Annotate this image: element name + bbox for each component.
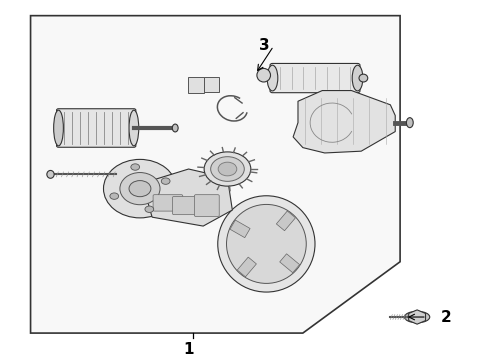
Text: 2: 2 xyxy=(440,310,450,324)
Text: 1: 1 xyxy=(183,342,193,357)
Ellipse shape xyxy=(406,118,412,128)
FancyBboxPatch shape xyxy=(269,63,359,93)
FancyBboxPatch shape xyxy=(153,195,183,211)
Ellipse shape xyxy=(47,170,54,178)
Circle shape xyxy=(203,152,250,186)
Ellipse shape xyxy=(226,204,305,283)
Polygon shape xyxy=(408,310,425,324)
Ellipse shape xyxy=(129,110,139,146)
Ellipse shape xyxy=(54,110,63,146)
Polygon shape xyxy=(279,254,299,273)
Ellipse shape xyxy=(266,65,277,91)
Polygon shape xyxy=(237,257,256,277)
Text: 3: 3 xyxy=(258,39,269,54)
Circle shape xyxy=(131,164,139,170)
Ellipse shape xyxy=(172,124,178,132)
FancyBboxPatch shape xyxy=(194,195,219,216)
FancyBboxPatch shape xyxy=(203,77,218,92)
Ellipse shape xyxy=(351,65,362,91)
Ellipse shape xyxy=(358,74,367,82)
Polygon shape xyxy=(292,91,394,153)
Ellipse shape xyxy=(120,172,160,205)
Ellipse shape xyxy=(217,196,314,292)
Circle shape xyxy=(218,162,236,176)
FancyBboxPatch shape xyxy=(188,77,203,93)
Ellipse shape xyxy=(103,159,176,218)
Circle shape xyxy=(210,157,244,181)
Circle shape xyxy=(144,206,153,212)
Polygon shape xyxy=(276,211,295,231)
FancyBboxPatch shape xyxy=(57,109,136,147)
FancyBboxPatch shape xyxy=(172,197,200,215)
Polygon shape xyxy=(30,15,399,333)
Ellipse shape xyxy=(256,68,270,82)
Ellipse shape xyxy=(404,311,429,323)
Polygon shape xyxy=(229,220,249,238)
Polygon shape xyxy=(142,169,232,226)
Circle shape xyxy=(161,178,170,184)
Ellipse shape xyxy=(129,181,151,197)
Circle shape xyxy=(110,193,119,199)
